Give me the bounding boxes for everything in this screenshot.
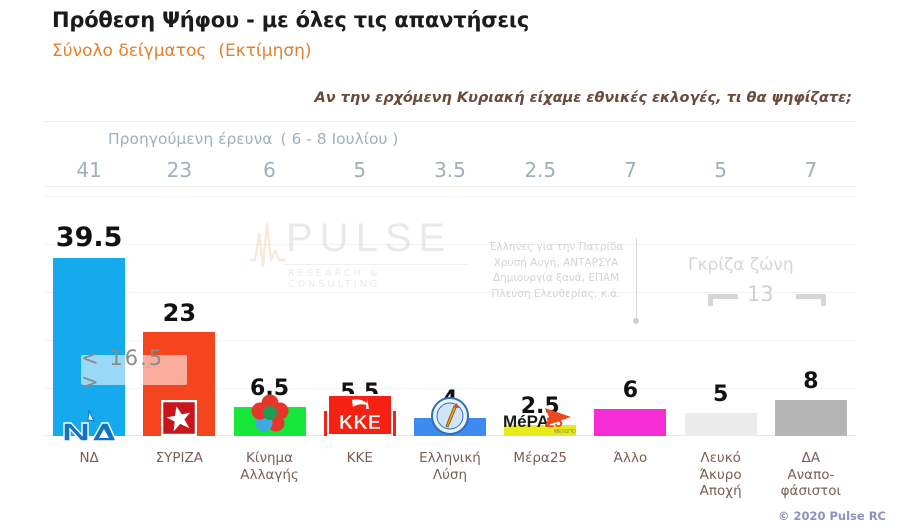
bar-value-label: 5: [713, 382, 729, 408]
previous-survey-value: 2.5: [524, 158, 557, 182]
previous-survey-label: Προηγούμενη έρευνα ( 6 - 8 Ιουλίου ): [108, 130, 398, 148]
category-label-7: Άλλο: [613, 450, 648, 466]
divider-top: [44, 121, 856, 122]
allo-note-line: Χρυσή Αυγή, ΑΝΤΑΡΣΥΑ: [493, 256, 619, 269]
kinima-allagis-logo: [231, 392, 309, 436]
previous-survey-value: 7: [804, 158, 818, 182]
previous-survey-dates: ( 6 - 8 Ιουλίου ): [280, 130, 399, 148]
grey-zone-bracket: [708, 288, 826, 306]
gridline: [44, 292, 856, 293]
previous-survey-value: 7: [624, 158, 637, 182]
gridline: [44, 340, 856, 341]
category-label-9: ΔΑ Αναπο- φάσιστοι: [780, 450, 842, 499]
subtitle-paren: (Εκτίμηση): [218, 41, 312, 61]
page-subtitle: Σύνολο δείγματος (Εκτίμηση): [52, 41, 312, 61]
category-label-6: Μέρα25: [513, 450, 568, 466]
previous-survey-value: 5: [353, 158, 367, 182]
svg-text:ΜΕΤΩΠΟ: ΜΕΤΩΠΟ: [554, 429, 576, 435]
category-label-2: ΣΥΡΙΖΑ: [155, 450, 204, 466]
allo-composition-note: Έλληνες για την Πατρίδα Χρυσή Αυγή, ΑΝΤΑΡ…: [480, 240, 632, 302]
copyright: © 2020 Pulse RC: [777, 509, 886, 523]
allo-note-line: Πλεύση Ελευθερίας, κ.ά.: [491, 287, 621, 300]
bracket-left-arm: [708, 294, 738, 299]
divider-bottom: [44, 186, 856, 187]
allo-leader-line: [636, 238, 637, 320]
bar-value-label: 8: [803, 368, 819, 394]
bracket-left-stem: [708, 294, 713, 306]
subtitle-text: Σύνολο δείγματος: [52, 41, 207, 61]
grey-zone-label: Γκρίζα ζώνη: [688, 255, 794, 275]
survey-question: Αν την ερχόμενη Κυριακή είχαμε εθνικές ε…: [314, 90, 852, 106]
category-label-5: Ελληνική Λύση: [419, 450, 481, 483]
category-label-3: Κίνημα Αλλαγής: [240, 450, 299, 483]
allo-note-line: Δημιουργία ξανά, ΕΠΑΜ: [492, 272, 620, 284]
category-label-1: ΝΔ: [79, 450, 99, 466]
bar-value-label: 23: [162, 299, 197, 328]
bar-1: [53, 258, 126, 436]
previous-survey-value: 6: [263, 158, 276, 182]
bar-value-label: 6: [622, 377, 639, 403]
bar-7: [594, 408, 667, 436]
bar-8: [684, 413, 757, 436]
gap-annotation: < 16.5 >: [81, 346, 188, 394]
bracket-right-arm: [796, 294, 826, 299]
svg-text:KKE: KKE: [339, 412, 381, 434]
previous-survey-title: Προηγούμενη έρευνα: [108, 130, 273, 148]
syriza-logo: [140, 400, 218, 436]
kke-logo: KKE: [321, 394, 399, 436]
category-label-4: ΚΚΕ: [346, 450, 373, 466]
allo-leader-dot: [633, 318, 639, 324]
previous-survey-value: 3.5: [434, 158, 466, 182]
previous-survey-values: 41 23 6 5 3.5 2.5 7 5 7: [44, 158, 856, 186]
bar-value-label: 39.5: [55, 222, 123, 253]
nd-logo: [50, 409, 128, 443]
svg-text:MéPA: MéPA: [503, 412, 549, 431]
mera25-logo: MéPA 25 ΜΕΤΩΠΟ: [501, 402, 579, 436]
gridline: [44, 388, 856, 389]
gridline: [44, 244, 856, 245]
elliniki-lysi-logo: [411, 396, 489, 436]
allo-note-line: Έλληνες για την Πατρίδα: [488, 241, 624, 253]
bar-6: [504, 424, 577, 436]
previous-survey-value: 23: [166, 158, 193, 182]
bar-9: [774, 399, 847, 436]
grey-zone-value: 13: [747, 282, 774, 306]
previous-survey-value: 41: [76, 158, 102, 182]
gridline: [44, 196, 856, 197]
bracket-right-stem: [821, 294, 826, 306]
page-title: Πρόθεση Ψήφου - με όλες τις απαντήσεις: [52, 8, 530, 32]
previous-survey-value: 5: [714, 158, 728, 182]
category-label-8: Λευκό Άκυρο Αποχή: [699, 450, 742, 499]
